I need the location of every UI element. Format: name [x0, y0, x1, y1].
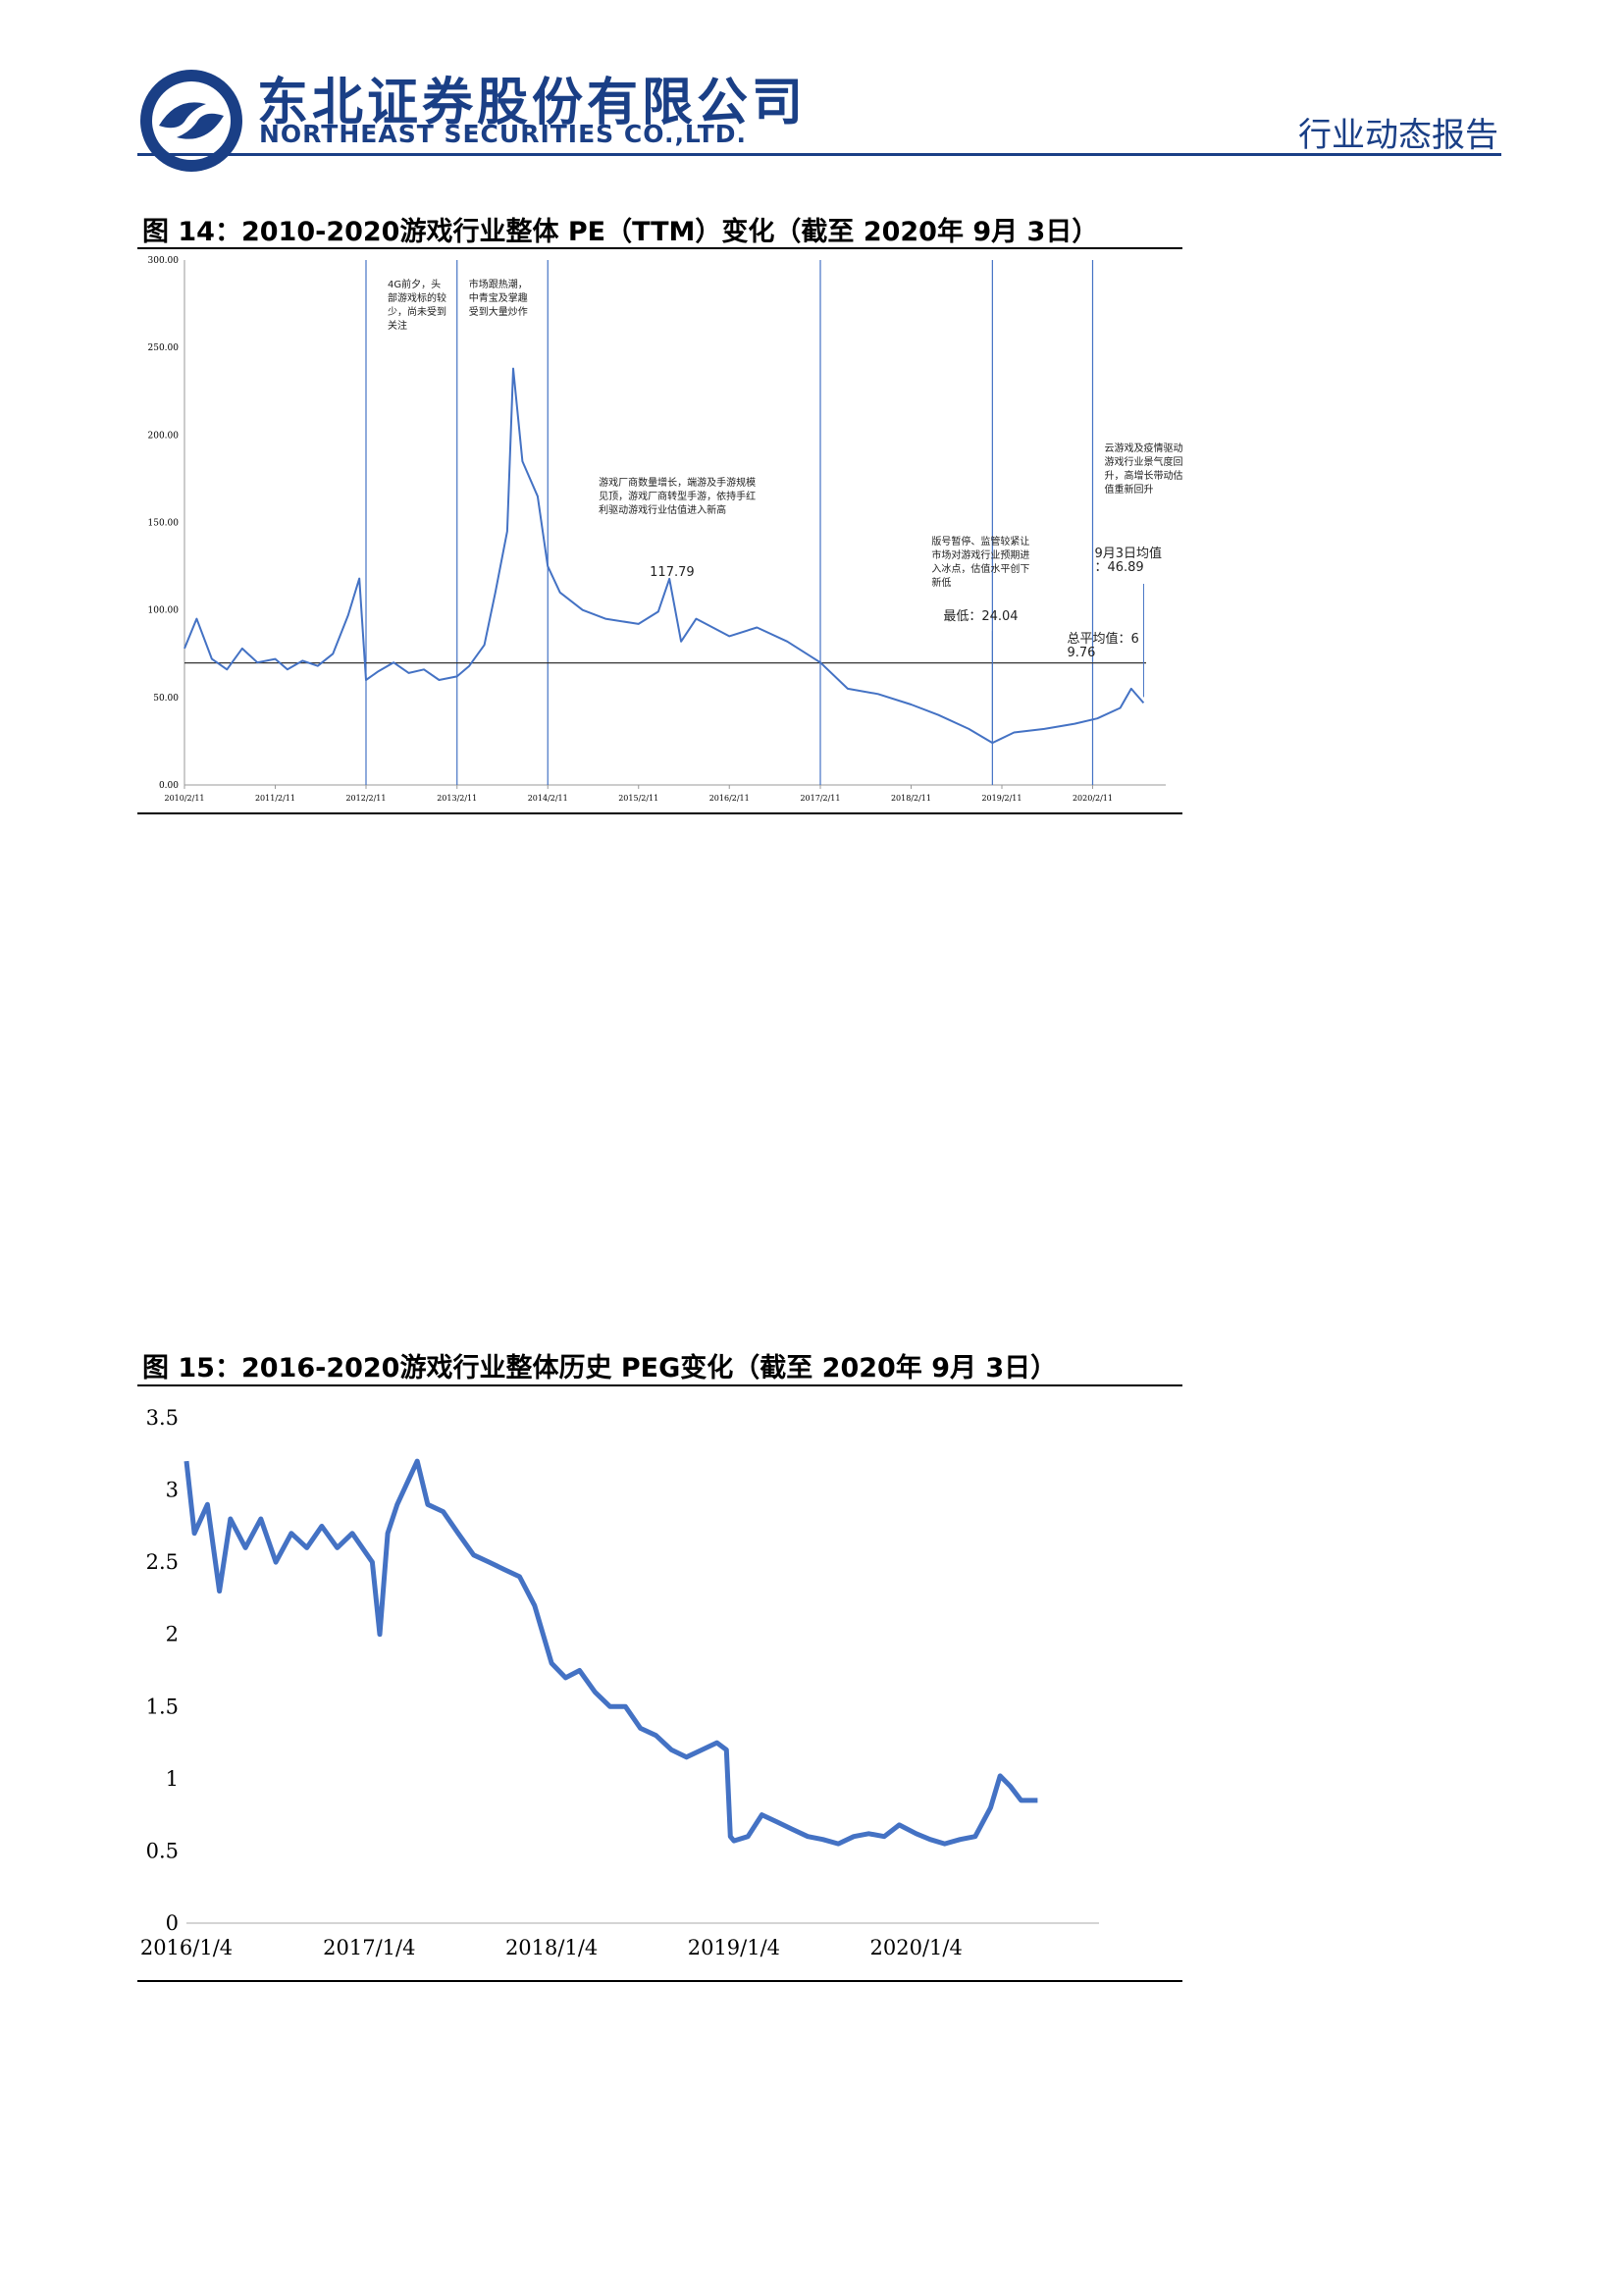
y-tick-label: 1.5 — [146, 1695, 179, 1718]
chart-annotation: 9月3日均值：46.89 — [1094, 546, 1162, 575]
annotation-line: 值重新回升 — [1104, 483, 1153, 496]
annotation-line: 4G前夕，头 — [388, 278, 441, 290]
chart-annotation: 最低：24.04 — [943, 609, 1018, 624]
peg-chart: 0 0.5 1 1.5 2 2.5 3 3.5 2016/1/4 2017/1/4 2018/1/4… — [140, 1406, 1099, 1959]
annotation-line: 部游戏标的较 — [388, 291, 446, 304]
chart-annotation: 总平均值：6 9.76 — [1067, 631, 1138, 660]
pe-ttm-chart: 0.00 50.00 100.00 150.00 200.00 250.00 300.00 2… — [148, 256, 1183, 803]
chart-annotation: 市场跟热潮，中青宝及掌趣受到大量炒作 — [469, 278, 528, 318]
peg-series-line — [183, 1458, 1038, 1847]
annotation-line: 总平均值：6 — [1067, 631, 1138, 647]
annotation-line: ：46.89 — [1094, 560, 1143, 575]
annotation-line: 利驱动游戏行业估值进入新高 — [599, 503, 726, 516]
x-tick-label: 2014/2/11 — [528, 794, 568, 803]
x-tick-label: 2012/2/11 — [345, 794, 386, 803]
annotation-line: 入冰点，估值水平创下 — [931, 562, 1029, 575]
annotation-line: 新低 — [931, 576, 951, 589]
annotation-line: 关注 — [388, 319, 407, 332]
y-tick-label: 100.00 — [148, 606, 180, 616]
figure-15-bottom-rule — [137, 1980, 1182, 1982]
y-tick-label: 250.00 — [148, 343, 180, 353]
x-tick-label: 2019/2/11 — [981, 794, 1022, 803]
figure-15-title: 图 15：2016-2020游戏行业整体历史 PEG变化（截至 2020年 9月… — [142, 1353, 1058, 1383]
annotation-line: 少，尚未受到 — [388, 305, 446, 318]
x-tick-label: 2017/1/4 — [323, 1936, 415, 1959]
figure-14-top-rule — [137, 247, 1182, 249]
header-divider — [137, 153, 1501, 156]
x-tick-label: 2018/1/4 — [505, 1936, 598, 1959]
annotation-line: 中青宝及掌趣 — [469, 291, 528, 304]
y-tick-label: 3 — [166, 1479, 179, 1502]
figure-14-bottom-rule — [137, 812, 1182, 814]
y-tick-label: 2 — [166, 1623, 179, 1646]
annotation-line: 市场对游戏行业预期进 — [931, 548, 1029, 561]
y-tick-label: 1 — [166, 1767, 179, 1791]
annotation-line: 见顶，游戏厂商转型手游，依持手红 — [599, 490, 756, 502]
y-tick-label: 0.5 — [146, 1839, 179, 1862]
y-tick-label: 0 — [166, 1911, 179, 1935]
x-tick-label: 2010/2/11 — [164, 794, 204, 803]
annotation-line: 升，高增长带动估 — [1104, 469, 1182, 482]
company-name-en: NORTHEAST SECURITIES CO.,LTD. — [259, 120, 748, 148]
x-tick-label: 2017/2/11 — [800, 794, 840, 803]
pe-series-line — [183, 367, 1145, 745]
y-tick-label: 3.5 — [146, 1406, 179, 1430]
annotation-line: 最低：24.04 — [943, 609, 1018, 624]
annotation-line: 9月3日均值 — [1094, 546, 1162, 561]
y-tick-label: 0.00 — [159, 781, 179, 791]
annotation-line: 117.79 — [650, 565, 695, 580]
chart-annotation: 117.79 — [650, 565, 695, 580]
x-tick-label: 2020/1/4 — [870, 1936, 963, 1959]
figure-15-top-rule — [137, 1384, 1182, 1386]
annotation-line: 9.76 — [1067, 646, 1095, 660]
annotation-line: 游戏行业景气度回 — [1104, 455, 1182, 468]
chart-annotation: 4G前夕，头部游戏标的较少，尚未受到关注 — [388, 278, 446, 332]
y-tick-label: 50.00 — [153, 694, 179, 704]
annotation-line: 受到大量炒作 — [469, 305, 528, 318]
annotation-line: 市场跟热潮， — [469, 278, 528, 290]
x-tick-label: 2018/2/11 — [891, 794, 931, 803]
x-tick-label: 2019/1/4 — [688, 1936, 780, 1959]
annotation-line: 云游戏及疫情驱动 — [1104, 442, 1182, 454]
y-tick-label: 150.00 — [148, 519, 180, 529]
y-tick-label: 2.5 — [146, 1550, 179, 1574]
y-tick-label: 200.00 — [148, 431, 180, 441]
company-name-cn: 东北证券股份有限公司 — [257, 74, 808, 132]
figure-14-title: 图 14：2010-2020游戏行业整体 PE（TTM）变化（截至 2020年 … — [142, 217, 1099, 247]
x-tick-label: 2020/2/11 — [1073, 794, 1113, 803]
x-tick-label: 2016/1/4 — [140, 1936, 233, 1959]
x-tick-label: 2016/2/11 — [709, 794, 750, 803]
annotation-line: 游戏厂商数量增长，端游及手游规模 — [599, 476, 756, 489]
y-tick-label: 300.00 — [148, 256, 180, 266]
x-tick-label: 2013/2/11 — [437, 794, 477, 803]
annotation-line: 版号暂停、监管较紧让 — [931, 535, 1029, 548]
company-logo — [140, 70, 242, 172]
chart-annotation: 版号暂停、监管较紧让市场对游戏行业预期进入冰点，估值水平创下新低 — [931, 535, 1029, 589]
chart-annotation: 游戏厂商数量增长，端游及手游规模见顶，游戏厂商转型手游，依持手红利驱动游戏行业估… — [599, 476, 756, 516]
report-type-label: 行业动态报告 — [1298, 116, 1498, 155]
x-tick-label: 2015/2/11 — [618, 794, 658, 803]
chart-annotation: 云游戏及疫情驱动游戏行业景气度回升，高增长带动估值重新回升 — [1104, 442, 1182, 496]
x-tick-label: 2011/2/11 — [255, 794, 295, 803]
